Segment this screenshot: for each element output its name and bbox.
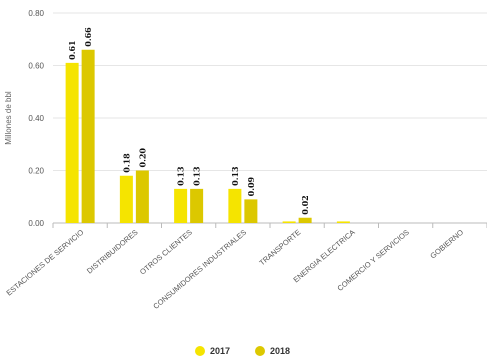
legend[interactable]: 2017 2018 bbox=[195, 346, 290, 356]
y-axis-ticks: 0.00 0.20 0.40 0.60 0.80 bbox=[28, 9, 44, 228]
data-label-2018-2: 0.13 bbox=[192, 166, 202, 186]
legend-label: 2017 bbox=[210, 346, 230, 356]
y-tick-label: 0.20 bbox=[28, 167, 44, 176]
bar-2018-0[interactable] bbox=[81, 49, 95, 223]
y-tick-label: 0.60 bbox=[28, 62, 44, 71]
y-tick-label: 0.00 bbox=[28, 219, 44, 228]
bar-2018-3[interactable] bbox=[244, 199, 258, 223]
category-label: GOBIERNO bbox=[428, 228, 465, 261]
bar-2018-1[interactable] bbox=[135, 170, 149, 224]
data-label-2017-0: 0.61 bbox=[67, 40, 77, 59]
bar-2018-4[interactable] bbox=[298, 217, 312, 223]
legend-item-2018[interactable]: 2018 bbox=[255, 346, 290, 356]
bar-2018-2[interactable] bbox=[190, 188, 204, 223]
legend-marker bbox=[195, 346, 205, 356]
legend-marker bbox=[255, 346, 265, 356]
y-axis-label: Millones de bbl bbox=[4, 91, 13, 145]
data-label-2018-0: 0.66 bbox=[83, 27, 93, 47]
data-label-2018-4: 0.02 bbox=[300, 195, 310, 214]
x-axis-ticks bbox=[52, 223, 487, 228]
data-labels: 0.61 0.66 0.18 0.20 0.13 0.13 0.13 0.09 0.02 bbox=[67, 27, 310, 215]
category-label: DISTRIBUIDORES bbox=[85, 228, 140, 276]
bar-2017-5[interactable] bbox=[336, 221, 350, 223]
bar-2017-4[interactable] bbox=[282, 221, 296, 223]
grid-lines bbox=[53, 12, 487, 224]
category-label: CONSUMIDORES INDUSTRIALES bbox=[151, 228, 248, 311]
data-label-2017-3: 0.13 bbox=[230, 166, 240, 186]
legend-item-2017[interactable]: 2017 bbox=[195, 346, 230, 356]
data-label-2018-3: 0.09 bbox=[246, 176, 256, 196]
legend-label: 2018 bbox=[270, 346, 290, 356]
bar-2017-1[interactable] bbox=[119, 175, 133, 223]
category-label: ESTACIONES DE SERVICIO bbox=[4, 228, 85, 298]
bars bbox=[65, 49, 350, 224]
data-label-2017-1: 0.18 bbox=[121, 153, 131, 173]
bar-2017-3[interactable] bbox=[228, 188, 242, 223]
category-labels: ESTACIONES DE SERVICIO DISTRIBUIDORESOTRO… bbox=[4, 228, 465, 311]
y-tick-label: 0.80 bbox=[28, 9, 44, 18]
bar-2017-2[interactable] bbox=[174, 188, 188, 223]
bar-2017-0[interactable] bbox=[65, 62, 79, 223]
y-tick-label: 0.40 bbox=[28, 114, 44, 123]
data-label-2018-1: 0.20 bbox=[137, 148, 147, 168]
data-label-2017-2: 0.13 bbox=[176, 166, 186, 186]
category-label: OTROS CLIENTES bbox=[138, 228, 194, 277]
category-label: TRANSPORTE bbox=[257, 228, 302, 268]
